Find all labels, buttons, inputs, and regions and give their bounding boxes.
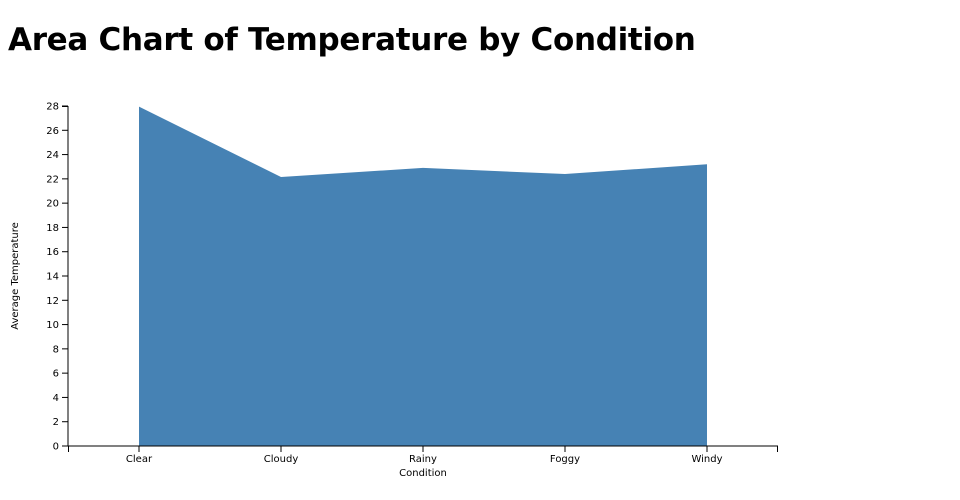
y-tick-label: 2: [53, 417, 59, 428]
x-axis-label: Condition: [399, 468, 447, 479]
area-series: [139, 106, 707, 446]
x-tick-label: Clear: [126, 454, 153, 465]
y-tick-label: 18: [46, 223, 59, 234]
y-tick-label: 6: [53, 369, 59, 380]
y-axis-label: Average Temperature: [10, 222, 21, 330]
y-tick-label: 14: [46, 272, 59, 283]
y-tick-label: 4: [53, 393, 59, 404]
y-tick-label: 0: [53, 442, 59, 453]
x-axis: Clear Cloudy Rainy Foggy Windy: [68, 445, 778, 465]
x-tick-label: Windy: [691, 454, 722, 465]
y-tick-label: 20: [46, 199, 59, 210]
y-tick-label: 16: [46, 247, 59, 258]
y-tick-label: 10: [46, 320, 59, 331]
x-tick-label: Rainy: [409, 454, 437, 465]
x-tick-label: Cloudy: [264, 454, 299, 465]
y-tick-label: 12: [46, 296, 59, 307]
y-tick-label: 24: [46, 150, 59, 161]
y-tick-label: 22: [46, 174, 59, 185]
y-tick-label: 28: [46, 102, 59, 113]
y-tick-label: 26: [46, 126, 59, 137]
chart-title: Area Chart of Temperature by Condition: [8, 22, 696, 58]
plot-area: [138, 106, 708, 446]
y-tick-label: 8: [53, 344, 59, 355]
x-tick-label: Foggy: [550, 454, 580, 465]
